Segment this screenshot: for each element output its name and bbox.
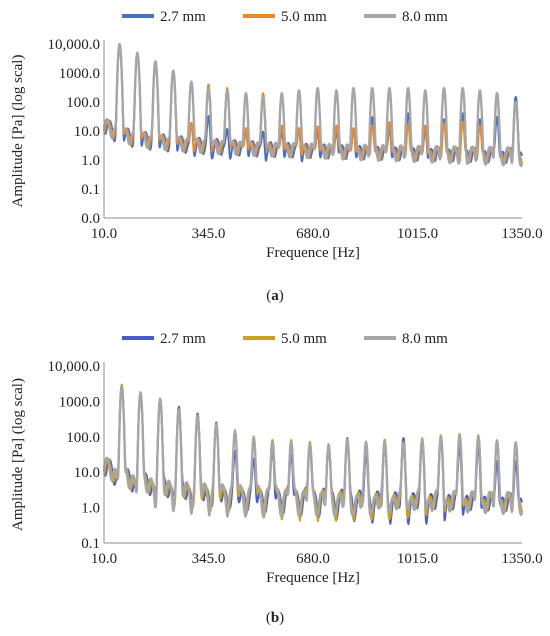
series-line-2-7-mm [103, 384, 523, 526]
y-tick-label: 1000.0 [59, 66, 100, 82]
caption-b-close: ) [279, 610, 285, 626]
legend-label: 2.7 mm [160, 331, 206, 347]
x-tick-label: 1350.0 [501, 551, 542, 567]
legend-label: 2.7 mm [160, 9, 206, 25]
x-axis-title: Frequence [Hz] [266, 245, 360, 261]
y-axis-title: Amplitude [Pa] (log scal) [10, 55, 26, 208]
y-tick-label: 1.0 [81, 153, 100, 169]
y-tick-label: 1.0 [81, 501, 100, 517]
x-tick-label: 1350.0 [501, 226, 542, 242]
x-tick-label: 10.0 [91, 551, 117, 567]
y-tick-label: 10,000.0 [48, 37, 101, 53]
caption-b: (b) [0, 610, 550, 627]
legend-label: 8.0 mm [402, 9, 448, 25]
caption-a-letter: a [271, 288, 279, 304]
x-tick-label: 1015.0 [397, 226, 438, 242]
x-tick-label: 345.0 [192, 551, 226, 567]
legend-label: 8.0 mm [402, 331, 448, 347]
x-axis-title: Frequence [Hz] [266, 570, 360, 586]
y-tick-label: 10.0 [74, 124, 100, 140]
caption-a-close: ) [278, 288, 284, 304]
y-tick-label: 0.0 [81, 211, 100, 227]
legend-label: 5.0 mm [281, 9, 327, 25]
caption-a: (a) [0, 288, 550, 305]
x-tick-label: 680.0 [296, 551, 330, 567]
y-tick-label: 0.1 [81, 536, 100, 552]
caption-b-letter: b [270, 610, 280, 626]
x-tick-label: 1015.0 [397, 551, 438, 567]
y-tick-label: 100.0 [66, 95, 100, 111]
y-tick-label: 0.1 [81, 182, 100, 198]
x-tick-label: 680.0 [296, 226, 330, 242]
y-axis-title: Amplitude [Pa] (log scal) [10, 378, 26, 531]
y-tick-label: 100.0 [66, 430, 100, 446]
y-tick-label: 1000.0 [59, 394, 100, 410]
chart-panel-a: 0.0 0.1 1.0 10.0 100.0 1000.0 10,000.0 10.0 345.… [10, 9, 543, 261]
x-tick-label: 10.0 [91, 226, 117, 242]
x-tick-label: 345.0 [192, 226, 226, 242]
y-tick-label: 10.0 [74, 465, 100, 481]
y-tick-label: 10,000.0 [48, 359, 101, 375]
caption-b-open: ( [265, 610, 271, 626]
chart-panel-b: 0.1 1.0 10.0 100.0 1000.0 10,000.0 10.0 345.0 68… [10, 331, 543, 586]
series-line-8-0-mm [102, 42, 524, 168]
series-line-8-0-mm [102, 386, 524, 518]
legend-label: 5.0 mm [281, 331, 327, 347]
caption-a-open: ( [266, 288, 272, 304]
